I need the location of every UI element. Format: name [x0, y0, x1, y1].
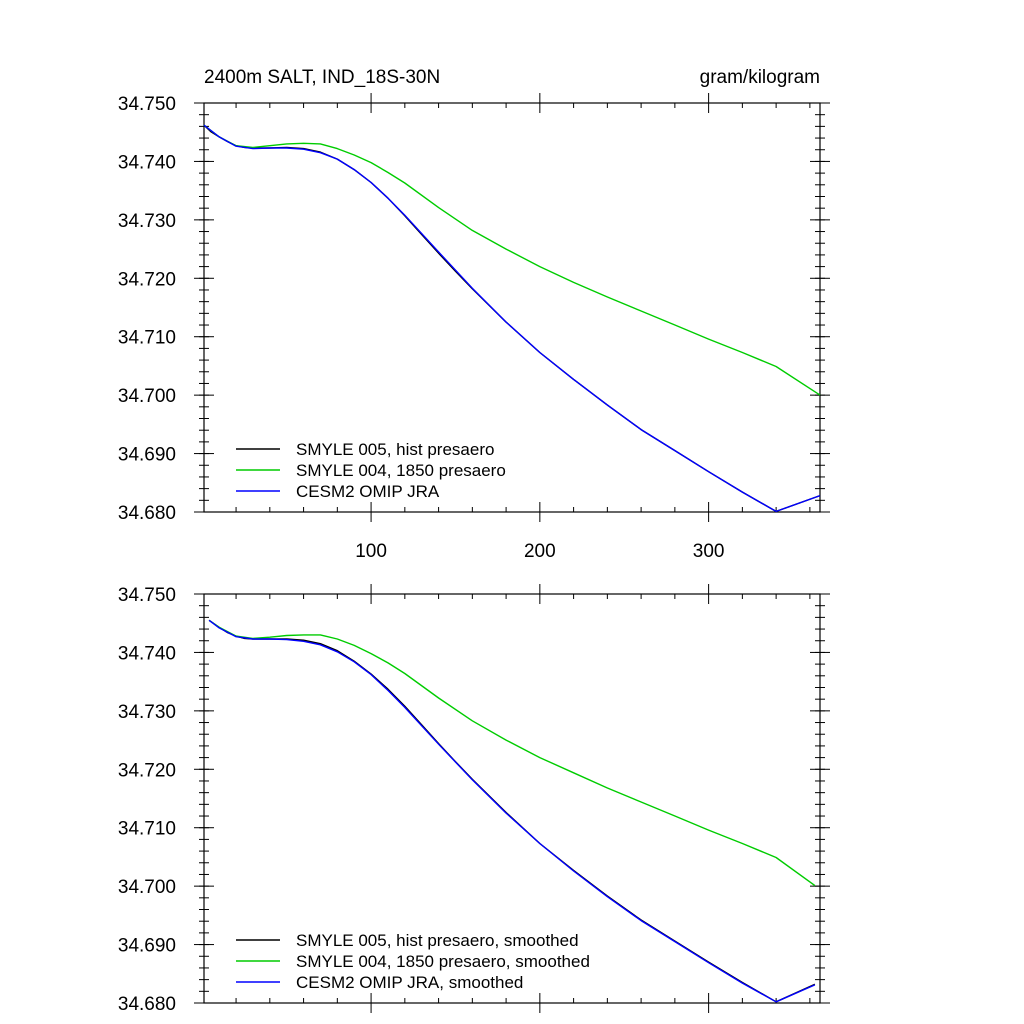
x-tick-label: 200: [524, 541, 556, 562]
y-tick-label: 34.720: [118, 269, 176, 290]
legend-label: SMYLE 004, 1850 presaero, smoothed: [296, 952, 590, 971]
y-tick-label: 34.700: [118, 877, 176, 898]
series-line-2: [208, 619, 816, 887]
series-line-2: [203, 124, 821, 396]
y-tick-label: 34.750: [118, 94, 176, 115]
plot-frame: [203, 102, 821, 513]
y-tick-label: 34.730: [118, 211, 176, 232]
legend-label: CESM2 OMIP JRA, smoothed: [296, 973, 523, 992]
y-tick-label: 34.680: [118, 994, 176, 1015]
y-tick-label: 34.750: [118, 585, 176, 606]
plot-frame: [203, 593, 821, 1004]
units-label: gram/kilogram: [700, 67, 820, 88]
x-tick-label: 300: [693, 541, 725, 562]
legend-label: SMYLE 005, hist presaero: [296, 440, 494, 459]
y-tick-label: 34.740: [118, 152, 176, 173]
legend: SMYLE 005, hist presaero, smoothed SMYLE …: [236, 931, 590, 992]
y-tick-label: 34.730: [118, 702, 176, 723]
y-tick-label: 34.740: [118, 643, 176, 664]
legend-label: SMYLE 005, hist presaero, smoothed: [296, 931, 579, 950]
legend-label: SMYLE 004, 1850 presaero: [296, 461, 506, 480]
chart-panel-2: 34.680 34.690 34.700 34.710 34.720 34.730 34.7…: [118, 584, 830, 1015]
chart-title: 2400m SALT, IND_18S-30N: [204, 67, 440, 88]
series-line-3: [203, 124, 821, 513]
y-tick-label: 34.690: [118, 445, 176, 466]
y-tick-label: 34.700: [118, 386, 176, 407]
legend: SMYLE 005, hist presaero SMYLE 004, 1850 …: [236, 440, 506, 501]
y-tick-label: 34.720: [118, 760, 176, 781]
x-tick-label: 100: [355, 541, 387, 562]
y-tick-label: 34.690: [118, 936, 176, 957]
legend-label: CESM2 OMIP JRA: [296, 482, 440, 501]
y-tick-label: 34.710: [118, 819, 176, 840]
y-tick-label: 34.680: [118, 503, 176, 524]
chart-panel-1: 2400m SALT, IND_18S-30N gram/kilogram 34.6…: [118, 67, 830, 562]
series-line-3: [208, 619, 816, 1003]
y-tick-label: 34.710: [118, 328, 176, 349]
